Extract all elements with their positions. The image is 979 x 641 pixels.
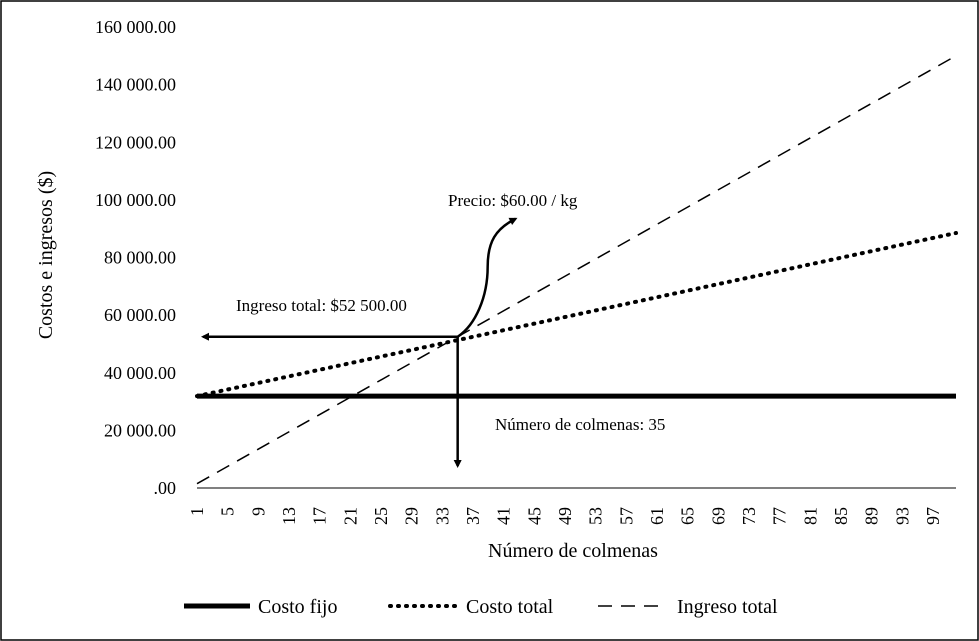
x-axis-title: Número de colmenas [488,540,658,562]
x-tick-label: 41 [494,507,514,525]
price-annotation: Precio: $60.00 / kg [448,191,578,210]
x-tick-label: 13 [279,507,299,525]
hives-annotation: Número de colmenas: 35 [495,415,665,434]
x-tick-label: 53 [586,507,606,525]
x-tick-label: 97 [923,507,943,525]
x-tick-label: 37 [463,507,483,525]
x-tick-label: 33 [432,507,452,525]
legend-label-costo-fijo: Costo fijo [258,596,337,618]
x-tick-label: 77 [770,507,790,525]
series-line-ingreso-total [196,55,957,485]
x-tick-label: 49 [555,507,575,525]
x-tick-label: 21 [340,507,360,525]
revenue-annotation: Ingreso total: $52 500.00 [236,296,407,315]
x-tick-label: 1 [187,507,207,516]
annotations: Precio: $60.00 / kg Ingreso total: $52 5… [201,191,665,468]
y-tick-label: 140 000.00 [95,75,176,95]
y-tick-label: .00 [154,478,177,498]
x-tick-label: 65 [678,507,698,525]
x-tick-label: 29 [402,507,422,525]
x-tick-label: 93 [892,507,912,525]
y-tick-label: 100 000.00 [95,190,176,210]
y-axis-ticks: .00 20 000.00 40 000.00 60 000.00 80 000.00 1… [95,17,176,498]
y-tick-label: 160 000.00 [95,17,176,37]
x-tick-label: 57 [616,507,636,525]
x-tick-label: 45 [524,507,544,525]
y-tick-label: 80 000.00 [104,248,176,268]
series-line-costo-total [195,231,958,399]
y-tick-label: 40 000.00 [104,363,176,383]
legend: Costo fijo Costo total Ingreso total [184,596,778,618]
x-tick-label: 81 [800,507,820,525]
x-tick-label: 85 [831,507,851,525]
price-arrow [456,217,518,338]
x-tick-label: 9 [248,507,268,516]
y-tick-label: 120 000.00 [95,132,176,152]
x-tick-label: 69 [708,507,728,525]
series-lines [195,55,958,485]
y-tick-label: 20 000.00 [104,420,176,440]
legend-label-ingreso-total: Ingreso total [677,596,778,618]
x-tick-label: 73 [739,507,759,525]
x-tick-label: 5 [218,507,238,516]
x-tick-label: 17 [310,507,330,525]
x-tick-label: 61 [647,507,667,525]
legend-label-costo-total: Costo total [466,596,554,618]
x-tick-label: 25 [371,507,391,525]
x-axis-ticks: 1 5 9 13 17 21 25 29 33 37 41 45 49 53 57 61 65 69 73 77 81 8… [187,507,943,525]
y-axis-title: Costos e ingresos ($) [35,171,57,339]
x-tick-label: 89 [862,507,882,525]
y-tick-label: 60 000.00 [104,305,176,325]
